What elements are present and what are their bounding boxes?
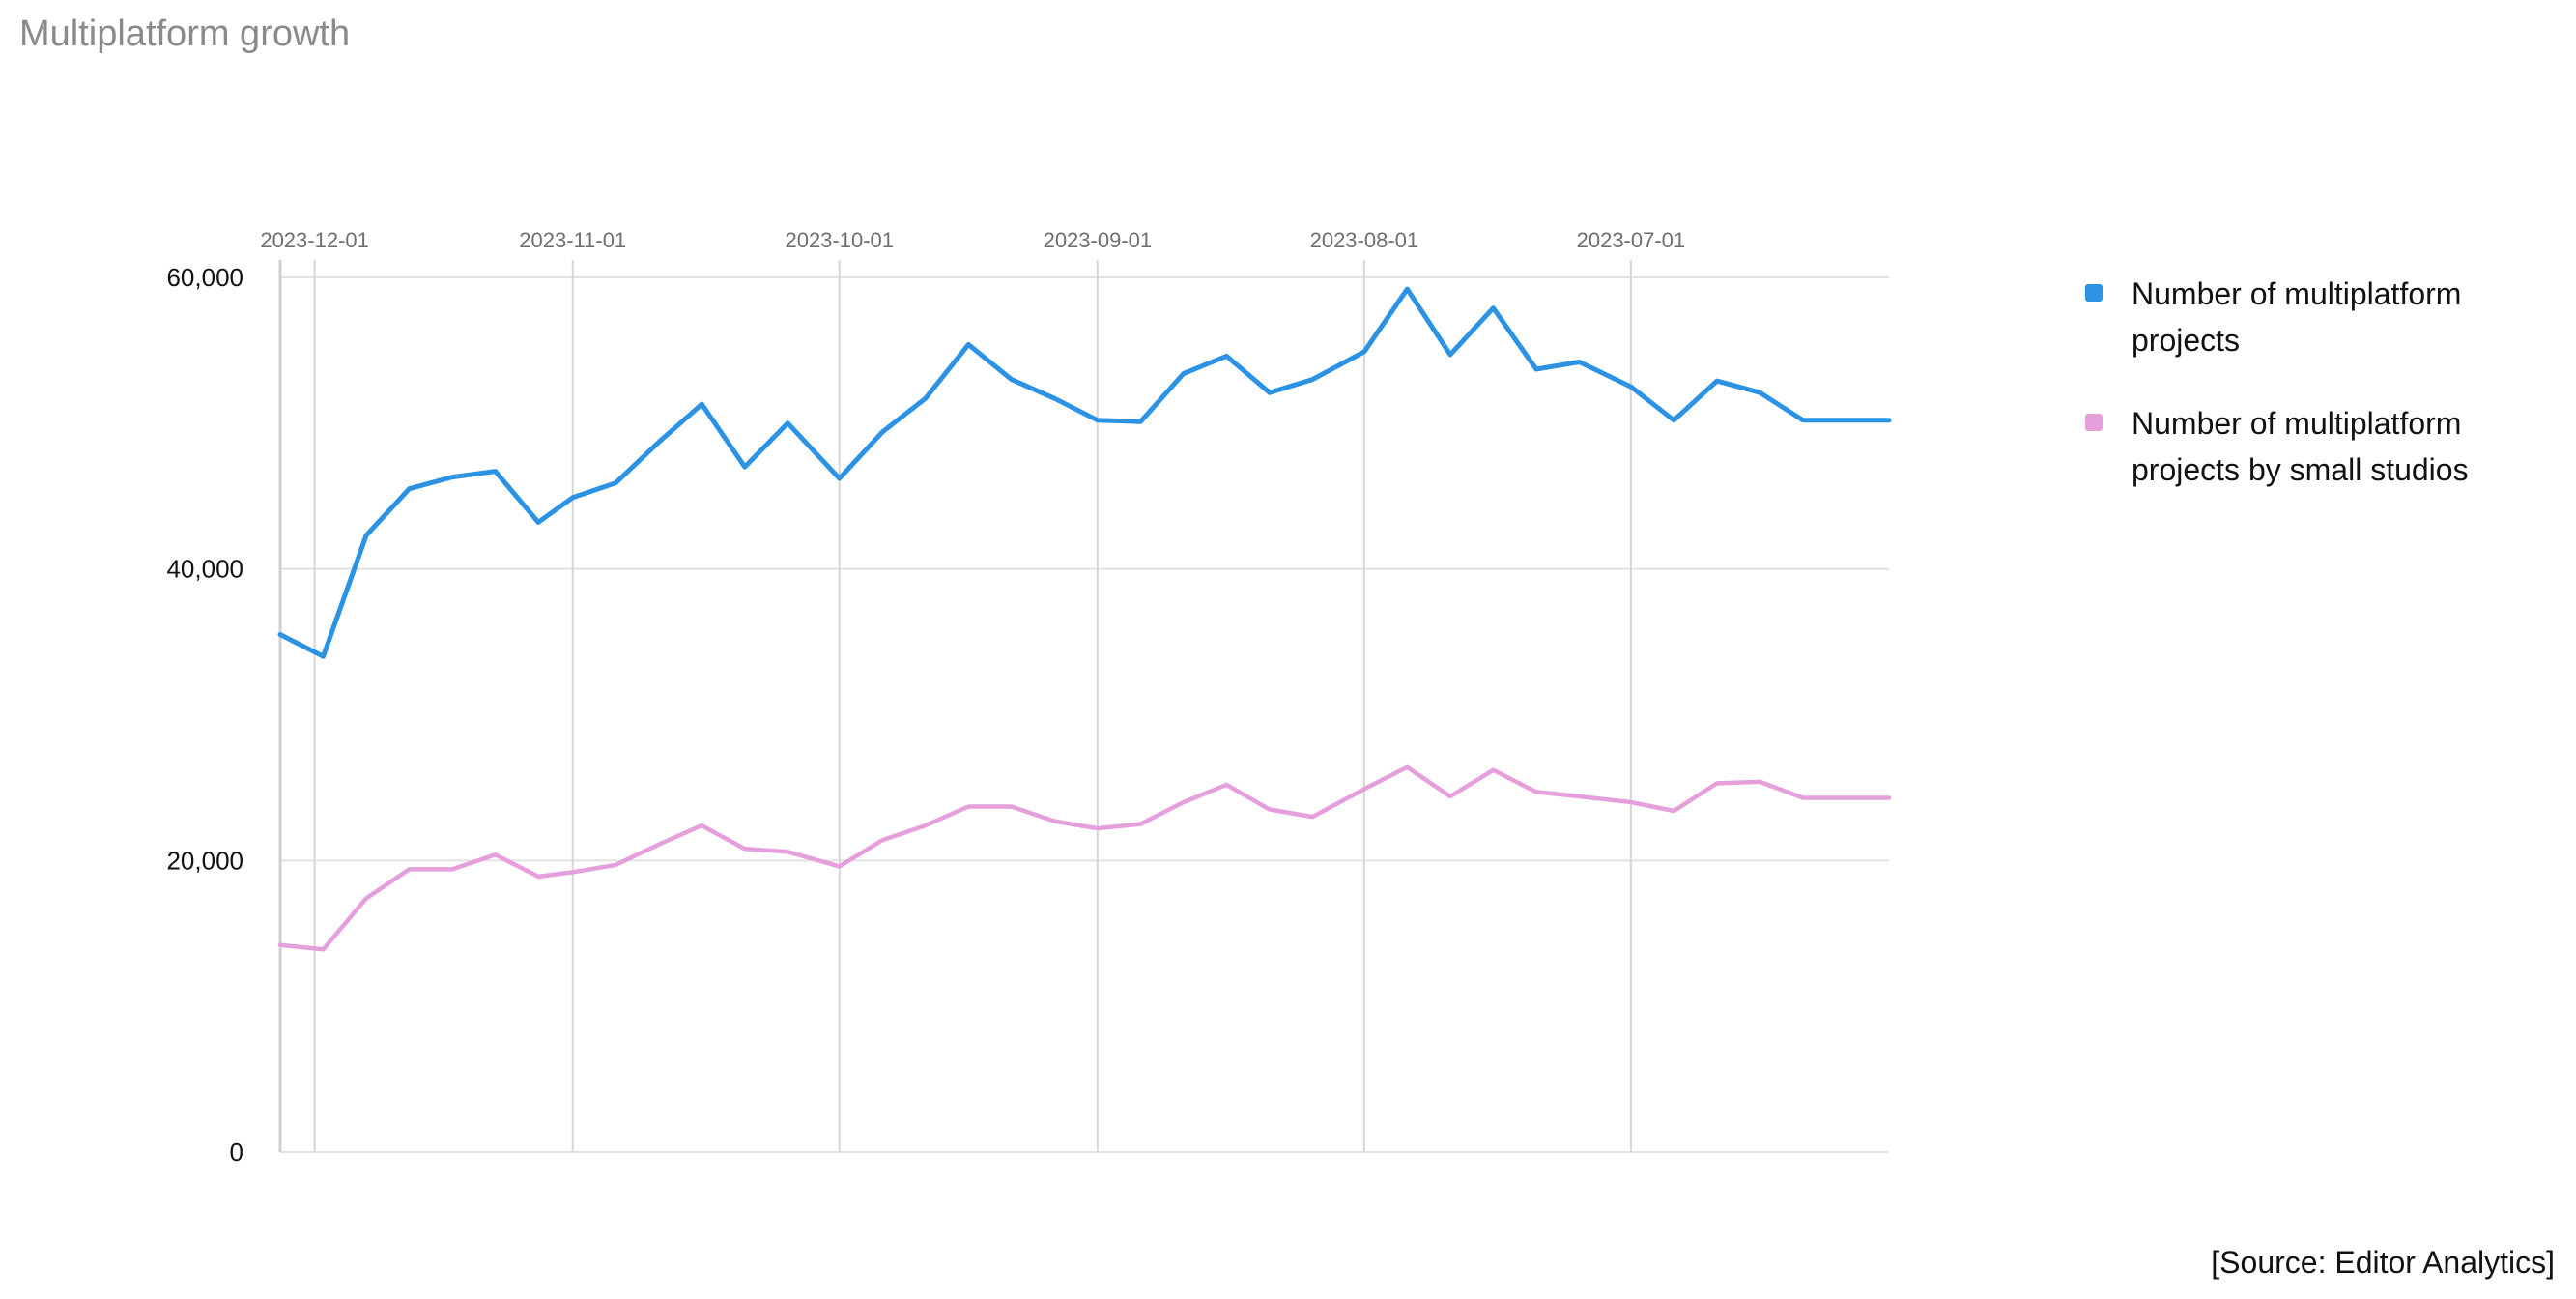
series-line-0: [277, 286, 1892, 659]
x-tick-labels: 2023-12-01 2023-11-01 2023-10-01 2023-09-01…: [260, 228, 1685, 252]
legend: Number of multiplatform projects Number …: [2077, 271, 2541, 530]
legend-item-projects[interactable]: Number of multiplatform projects: [2077, 271, 2541, 363]
y-tick-label: 40,000: [166, 555, 243, 584]
chart-title: Multiplatform growth: [19, 14, 351, 54]
y-tick-label: 20,000: [166, 846, 243, 875]
legend-label-projects: Number of multiplatform projects: [2132, 276, 2462, 358]
y-tick-label: 0: [230, 1138, 243, 1167]
source-note: [Source: Editor Analytics]: [2211, 1245, 2555, 1280]
x-tick-label: 2023-12-01: [260, 228, 369, 252]
legend-label-small-studios: Number of multiplatform projects by smal…: [2132, 406, 2469, 487]
y-tick-label: 60,000: [166, 263, 243, 292]
x-tick-label: 2023-08-01: [1310, 228, 1419, 252]
legend-item-small-studios[interactable]: Number of multiplatform projects by smal…: [2077, 400, 2541, 493]
x-tick-label: 2023-09-01: [1044, 228, 1153, 252]
legend-swatch-small-studios: [2085, 414, 2103, 431]
x-tick-label: 2023-11-01: [519, 228, 626, 252]
x-tick-label: 2023-10-01: [785, 228, 894, 252]
x-tick-label: 2023-07-01: [1577, 228, 1686, 252]
series-line-1: [277, 765, 1892, 952]
legend-swatch-projects: [2085, 284, 2103, 302]
series-lines: [277, 286, 1892, 952]
y-tick-labels: 0 20,000 40,000 60,000: [166, 263, 243, 1167]
grid-lines: [280, 260, 1889, 1153]
